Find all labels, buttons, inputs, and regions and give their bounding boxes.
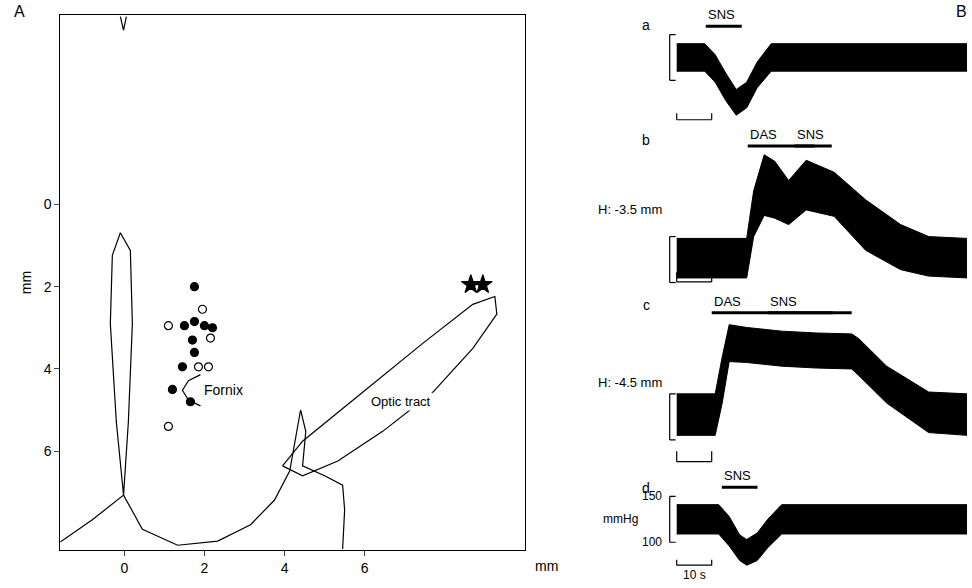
svg-text:H: -4.5 mm: H: -4.5 mm <box>598 375 662 390</box>
svg-text:b: b <box>642 132 650 148</box>
svg-text:100: 100 <box>642 535 662 549</box>
svg-text:2: 2 <box>44 279 52 295</box>
svg-text:mm: mm <box>535 558 558 574</box>
svg-text:Fornix: Fornix <box>204 382 243 398</box>
svg-text:H: -3.5 mm: H: -3.5 mm <box>598 202 662 217</box>
svg-text:0: 0 <box>120 560 128 576</box>
svg-text:mmHg: mmHg <box>603 512 638 526</box>
svg-text:DAS: DAS <box>750 127 777 142</box>
svg-text:4: 4 <box>281 560 289 576</box>
svg-text:10 s: 10 s <box>683 568 706 582</box>
svg-text:SNS: SNS <box>797 127 824 142</box>
svg-text:B: B <box>956 3 967 20</box>
svg-text:d: d <box>642 480 650 496</box>
svg-text:2: 2 <box>201 560 209 576</box>
svg-text:mm: mm <box>18 271 34 294</box>
svg-text:6: 6 <box>361 560 369 576</box>
svg-text:6: 6 <box>44 443 52 459</box>
svg-text:150: 150 <box>642 489 662 503</box>
svg-text:4: 4 <box>44 361 52 377</box>
svg-text:0: 0 <box>44 196 52 212</box>
svg-text:Optic tract: Optic tract <box>371 394 431 409</box>
svg-text:c: c <box>643 297 650 313</box>
svg-text:a: a <box>642 17 650 33</box>
svg-text:SNS: SNS <box>770 294 797 309</box>
svg-text:DAS: DAS <box>714 294 741 309</box>
svg-text:SNS: SNS <box>708 7 735 22</box>
svg-text:SNS: SNS <box>724 468 751 483</box>
svg-text:A: A <box>14 3 25 20</box>
